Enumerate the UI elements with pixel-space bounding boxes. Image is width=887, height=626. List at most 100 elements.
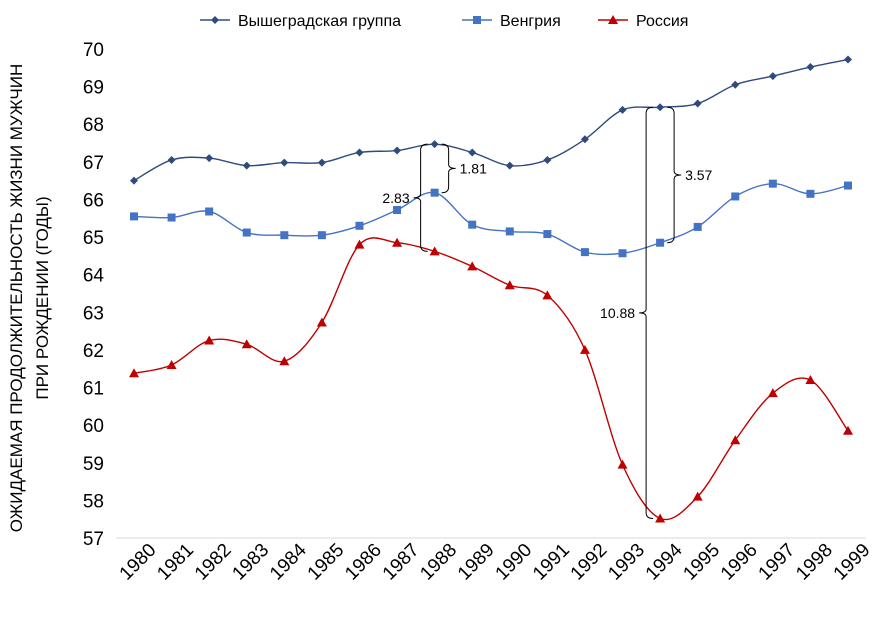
y-tick-label: 70 xyxy=(83,40,104,61)
data-point xyxy=(393,205,402,214)
data-point xyxy=(543,230,552,239)
data-point xyxy=(692,491,703,501)
data-point xyxy=(241,339,252,349)
y-tick-label: 67 xyxy=(83,153,104,174)
data-point xyxy=(280,158,289,167)
legend-item: Венгрия xyxy=(462,13,561,30)
annotation-bracket xyxy=(441,143,456,194)
x-tick-label: 1990 xyxy=(492,540,537,585)
data-point xyxy=(693,222,702,231)
data-point xyxy=(242,228,251,237)
x-tick-label: 1989 xyxy=(454,540,499,585)
data-point xyxy=(204,335,215,345)
data-point xyxy=(731,192,740,201)
y-tick-label: 68 xyxy=(83,115,104,136)
data-point xyxy=(618,249,627,258)
x-tick-label: 1994 xyxy=(642,539,687,584)
data-point xyxy=(167,213,176,222)
legend-marker xyxy=(211,16,219,24)
data-point xyxy=(693,99,702,108)
data-point xyxy=(767,388,778,398)
x-tick-label: 1988 xyxy=(416,540,461,585)
data-point xyxy=(580,135,589,144)
data-point xyxy=(655,513,666,523)
annotation-bracket xyxy=(667,106,682,244)
data-point xyxy=(317,231,326,240)
data-point xyxy=(354,239,365,249)
data-point xyxy=(580,248,589,257)
y-tick-label: 58 xyxy=(83,491,104,512)
y-tick-label: 64 xyxy=(83,266,105,287)
data-point xyxy=(505,161,514,170)
x-tick-label: 1995 xyxy=(679,540,724,585)
annotation-label: 10.88 xyxy=(600,305,635,321)
y-tick-label: 65 xyxy=(83,228,104,249)
data-point xyxy=(843,425,853,435)
data-point xyxy=(805,375,816,385)
annotations: 2.83 1.81 10.88 3.57 xyxy=(382,106,713,519)
data-point xyxy=(430,188,439,197)
x-tick-label: 1981 xyxy=(153,540,198,585)
annotation-label: 3.57 xyxy=(685,167,712,183)
series-line xyxy=(133,237,849,521)
legend-label: Вышеградская группа xyxy=(238,13,401,30)
y-tick-label: 69 xyxy=(83,78,104,99)
y-tick-label: 61 xyxy=(83,379,104,400)
data-point xyxy=(579,344,590,354)
data-point xyxy=(130,176,138,185)
data-point xyxy=(317,158,326,167)
data-point xyxy=(806,189,815,198)
annotation-bracket xyxy=(413,143,428,252)
x-tick-label: 1999 xyxy=(830,540,875,585)
data-point xyxy=(504,280,515,290)
data-point xyxy=(844,55,852,64)
data-point xyxy=(505,227,514,236)
annotation: 1.81 xyxy=(441,143,487,194)
data-point xyxy=(205,154,214,163)
y-tick-label: 60 xyxy=(83,416,104,437)
y-tick-label: 63 xyxy=(83,303,104,324)
x-tick-label: 1984 xyxy=(266,539,311,584)
x-tick-label: 1987 xyxy=(379,540,424,585)
data-point xyxy=(467,261,478,271)
legend-label: Венгрия xyxy=(500,13,561,30)
data-point xyxy=(316,317,327,327)
data-point xyxy=(543,155,552,164)
x-axis-ticks: 1980198119821983198419851986198719881989… xyxy=(116,539,875,584)
x-tick-label: 1998 xyxy=(792,540,837,585)
series-1 xyxy=(130,55,852,185)
y-tick-label: 66 xyxy=(83,190,104,211)
annotation-label: 2.83 xyxy=(382,190,409,206)
legend-marker xyxy=(608,15,618,24)
legend-marker xyxy=(473,16,481,24)
annotation: 10.88 xyxy=(600,106,654,519)
data-point xyxy=(617,459,628,469)
data-point xyxy=(542,290,553,300)
data-point xyxy=(355,221,364,230)
data-point xyxy=(468,148,477,157)
y-tick-label: 59 xyxy=(83,454,104,475)
x-tick-label: 1993 xyxy=(604,540,649,585)
y-tick-label: 57 xyxy=(83,529,104,550)
data-point xyxy=(429,246,440,256)
data-point xyxy=(768,72,777,81)
data-point xyxy=(656,238,665,247)
data-point xyxy=(279,356,290,366)
legend-item: Россия xyxy=(598,13,688,30)
data-point xyxy=(656,103,665,112)
legend: Вышеградская группа Венгрия Россия xyxy=(200,13,688,30)
y-axis-title-line: ПРИ РОЖДЕНИИ (ГОДЫ) xyxy=(33,196,52,399)
annotation: 2.83 xyxy=(382,143,428,252)
y-tick-label: 62 xyxy=(83,341,104,362)
series-3 xyxy=(129,237,853,523)
x-tick-label: 1985 xyxy=(304,540,349,585)
data-point xyxy=(166,359,177,369)
data-point xyxy=(844,181,852,190)
annotation-bracket xyxy=(639,106,654,519)
x-tick-label: 1991 xyxy=(529,540,574,585)
series-line xyxy=(133,58,849,182)
x-tick-label: 1997 xyxy=(755,540,800,585)
data-point xyxy=(167,155,176,164)
data-point xyxy=(430,140,439,149)
